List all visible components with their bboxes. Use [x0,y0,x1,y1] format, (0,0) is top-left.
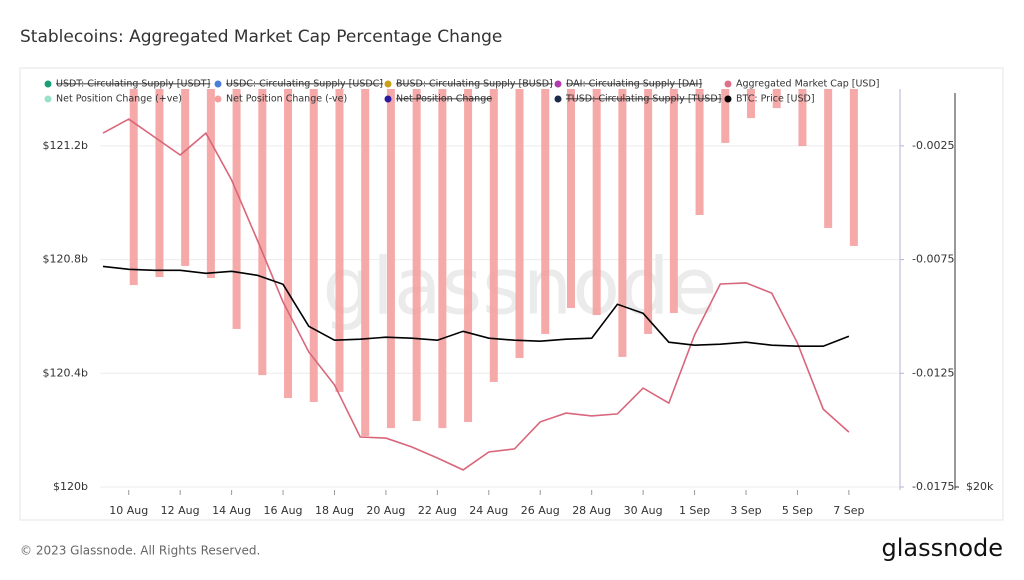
legend-label[interactable]: Aggregated Market Cap [USD] [736,79,879,90]
bar [747,89,755,119]
x-tick-label: 24 Aug [469,504,508,517]
chart-title: Stablecoins: Aggregated Market Cap Perce… [20,27,502,47]
bar [644,89,653,334]
chart-frame [19,67,1004,521]
legend-marker [44,95,52,103]
bar [155,89,164,278]
bar [824,89,833,228]
bar [798,89,807,147]
y-tick-label: $120.8b [43,253,88,266]
x-tick-label: 10 Aug [109,504,148,517]
line-series [102,118,850,471]
legend-marker [384,95,392,103]
legend-marker [724,80,732,88]
y2-tick-label: -0.0175 [912,480,954,493]
legend-marker [724,95,732,103]
y-tick-label: $120.4b [43,366,88,379]
bar [592,89,601,316]
bar [309,89,318,402]
x-tick-label: 28 Aug [572,504,611,517]
legend-marker [384,80,392,88]
y-tick-label: $121.2b [43,139,88,152]
bar [129,89,138,286]
bar [669,89,678,314]
legend-marker [214,80,222,88]
x-tick-label: 30 Aug [624,504,663,517]
bar [515,89,524,359]
line-series [102,265,850,347]
bar [206,89,215,278]
x-tick-label: 22 Aug [418,504,457,517]
x-tick-label: 5 Sep [782,504,813,517]
bar [386,89,395,429]
y2-tick-label: -0.0125 [912,366,954,379]
bar [335,89,344,392]
legend-marker [214,95,222,103]
x-tick-label: 12 Aug [161,504,200,517]
bar [232,89,241,329]
legend-label[interactable]: TUSD: Circulating Supply [TUSD] [565,94,721,105]
bar [541,89,550,334]
x-tick-label: 26 Aug [521,504,560,517]
legend-label[interactable]: Net Position Change [396,94,492,105]
legend-label[interactable]: BTC: Price [USD] [736,94,815,105]
bar [721,89,730,143]
x-tick-label: 3 Sep [730,504,761,517]
bar [772,89,781,109]
legend-label[interactable]: USDT: Circulating Supply [USDT] [56,79,210,90]
bar [258,89,267,376]
y2-tick-label: -0.0025 [912,139,954,152]
y2-tick-label: -0.0075 [912,253,954,266]
y-tick-label: $120b [53,480,88,493]
bar [849,89,858,246]
bar [566,89,575,309]
x-tick-label: 1 Sep [679,504,710,517]
y3-tick-label: $20k [966,480,994,493]
footer: © 2023 Glassnode. All Rights Reserved. [20,544,260,558]
bar [181,89,190,266]
legend-label[interactable]: Net Position Change (+ve) [56,94,182,105]
bar [412,89,421,422]
legend-label[interactable]: Net Position Change (-ve) [226,94,347,105]
x-tick-label: 16 Aug [264,504,303,517]
legend-label[interactable]: USDC: Circulating Supply [USDC] [226,79,383,90]
bar [284,89,293,399]
x-tick-label: 14 Aug [212,504,251,517]
bar [489,89,498,382]
bar [464,89,473,422]
legend-marker [44,80,52,88]
bar [618,89,627,357]
legend-marker [554,95,562,103]
legend-label[interactable]: BUSD: Circulating Supply [BUSD] [396,79,553,90]
bar [361,89,370,437]
x-tick-label: 20 Aug [366,504,405,517]
legend-label[interactable]: DAI: Circulating Supply [DAI] [566,79,702,90]
bar [695,89,704,215]
legend-marker [554,80,562,88]
x-tick-label: 7 Sep [833,504,864,517]
bar [438,89,447,429]
x-tick-label: 18 Aug [315,504,354,517]
logo: glassnode [881,534,1003,562]
